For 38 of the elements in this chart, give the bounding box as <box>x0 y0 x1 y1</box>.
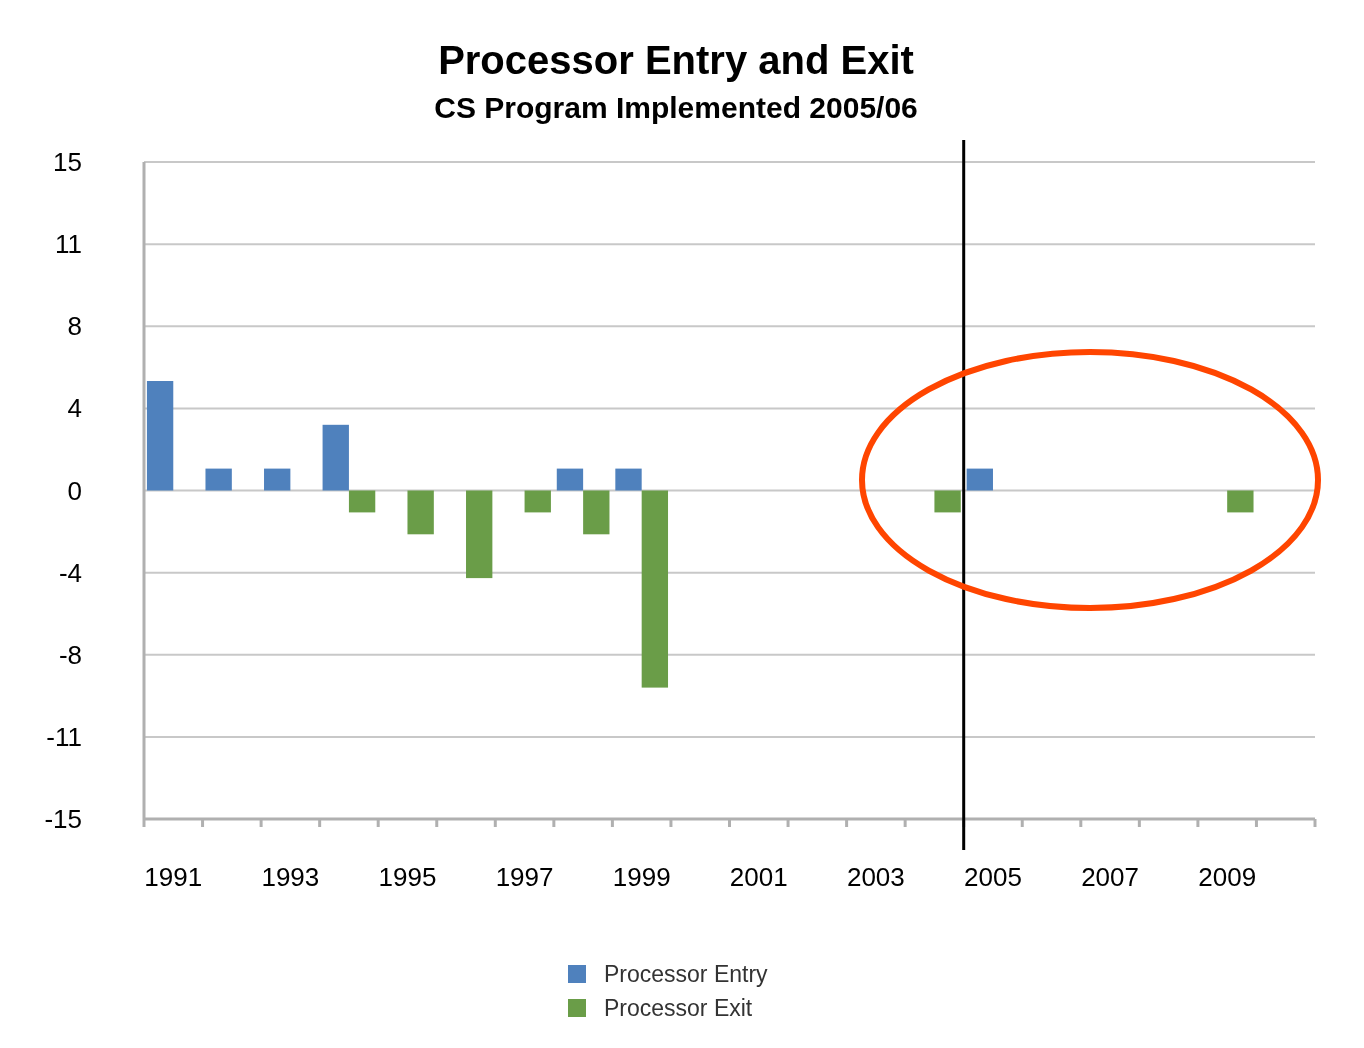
bar <box>556 468 584 491</box>
y-tick-label: 4 <box>67 393 82 424</box>
x-tick-label: 1997 <box>495 862 554 892</box>
x-tick-label: 2005 <box>964 862 1022 892</box>
x-tick-label: 2009 <box>1198 862 1257 892</box>
bar <box>407 490 434 535</box>
chart-title: Processor Entry and Exit <box>438 38 914 82</box>
y-tick-label: -15 <box>44 804 82 835</box>
x-tick-label: 2001 <box>729 862 788 892</box>
bar <box>524 490 551 513</box>
bar <box>205 468 232 491</box>
legend-label: Processor Entry <box>604 961 769 988</box>
y-tick-label: -8 <box>58 639 82 670</box>
y-tick-label: -11 <box>46 721 82 752</box>
bar <box>264 468 291 491</box>
y-tick-label: 15 <box>53 147 82 178</box>
y-tick-label: 8 <box>67 311 82 342</box>
x-tick-label: 2003 <box>846 862 905 892</box>
y-tick-label: 0 <box>67 475 82 506</box>
bar <box>146 381 174 491</box>
legend-label: Processor Exit <box>604 995 753 1022</box>
bar <box>466 490 493 579</box>
x-tick-label: 1991 <box>144 862 203 892</box>
bar <box>615 468 642 491</box>
x-tick-label: 1993 <box>261 862 320 892</box>
x-tick-label: 1999 <box>612 862 671 892</box>
chart-subtitle: CS Program Implemented 2005/06 <box>434 91 918 124</box>
bar <box>966 468 993 491</box>
bar <box>348 490 376 513</box>
x-tick-label: 1995 <box>378 862 437 892</box>
bar <box>934 490 961 513</box>
bar <box>1227 490 1254 513</box>
bar <box>322 424 349 491</box>
y-tick-label: -4 <box>58 557 82 588</box>
bar <box>641 490 669 688</box>
y-tick-label: 11 <box>55 229 82 260</box>
bar <box>583 490 610 535</box>
x-tick-label: 2007 <box>1081 862 1139 892</box>
